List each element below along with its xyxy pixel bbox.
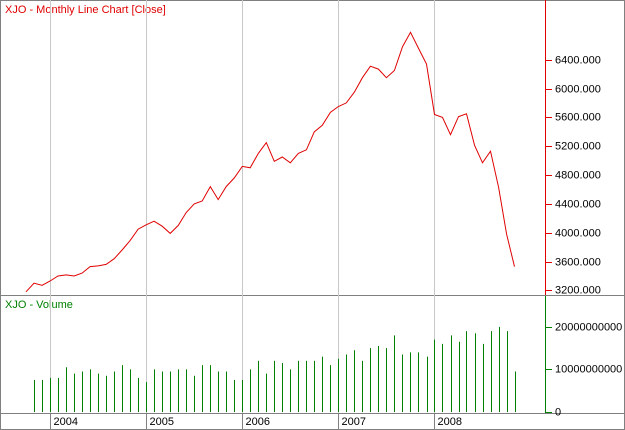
x-tick-label: 2008 (438, 416, 462, 428)
y-tick-label: 6400.000 (555, 54, 601, 66)
y-tick-label: 5600.000 (555, 111, 601, 123)
volume-title: XJO - Volume (5, 299, 73, 311)
price-line (25, 31, 515, 293)
y-tick-label: 3600.000 (555, 256, 601, 268)
y-tick-label: 3200.000 (555, 284, 601, 296)
x-tick-label: 2004 (54, 416, 78, 428)
y-tick-label: 6000.000 (555, 83, 601, 95)
x-tick-label: 2005 (150, 416, 174, 428)
x-tick-label: 2007 (342, 416, 366, 428)
y-tick-label: 20000000000 (555, 321, 622, 333)
y-tick-label: 4400.000 (555, 198, 601, 210)
y-tick-label: 4000.000 (555, 227, 601, 239)
y-tick-label: 4800.000 (555, 169, 601, 181)
price-title: XJO - Monthly Line Chart [Close] (5, 4, 166, 16)
x-tick-label: 2006 (246, 416, 270, 428)
y-tick-label: 5200.000 (555, 140, 601, 152)
y-tick-label: 10000000000 (555, 363, 622, 375)
y-tick-label: 0 (555, 406, 561, 418)
